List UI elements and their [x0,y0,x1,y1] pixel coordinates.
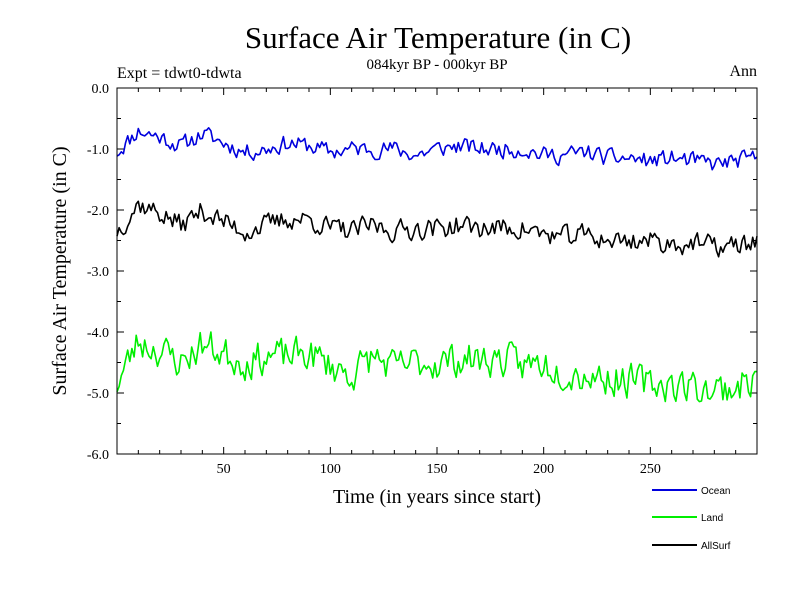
legend-label-allsurf: AllSurf [701,541,731,552]
x-tick-label: 50 [217,462,231,477]
x-tick-label: 150 [427,462,448,477]
season-label: Ann [729,63,757,80]
legend: Ocean Land AllSurf [652,486,731,552]
y-axis-label: Surface Air Temperature (in C) [49,146,71,395]
experiment-label: Expt = tdwt0-tdwta [117,65,242,82]
x-tick-label: 100 [320,462,341,477]
x-axis-label: Time (in years since start) [333,486,541,508]
chart-subtitle: 084kyr BP - 000kyr BP [366,57,507,73]
y-tick-label: -3.0 [87,265,109,280]
x-tick-label: 250 [640,462,661,477]
legend-label-land: Land [701,513,723,524]
y-tick-label: -2.0 [87,204,109,219]
x-tick-label: 200 [533,462,554,477]
y-tick-label: -6.0 [87,448,109,463]
plot-frame [116,87,758,455]
y-tick-label: -1.0 [87,143,109,158]
series-line-ocean [116,127,758,171]
legend-label-ocean: Ocean [701,486,730,497]
series-group [116,127,758,403]
chart-title: Surface Air Temperature (in C) [245,20,631,55]
series-line-allsurf [116,200,758,258]
y-tick-label: 0.0 [92,82,110,97]
y-tick-label: -4.0 [87,326,109,341]
y-tick-label: -5.0 [87,387,109,402]
series-line-land [116,331,758,403]
